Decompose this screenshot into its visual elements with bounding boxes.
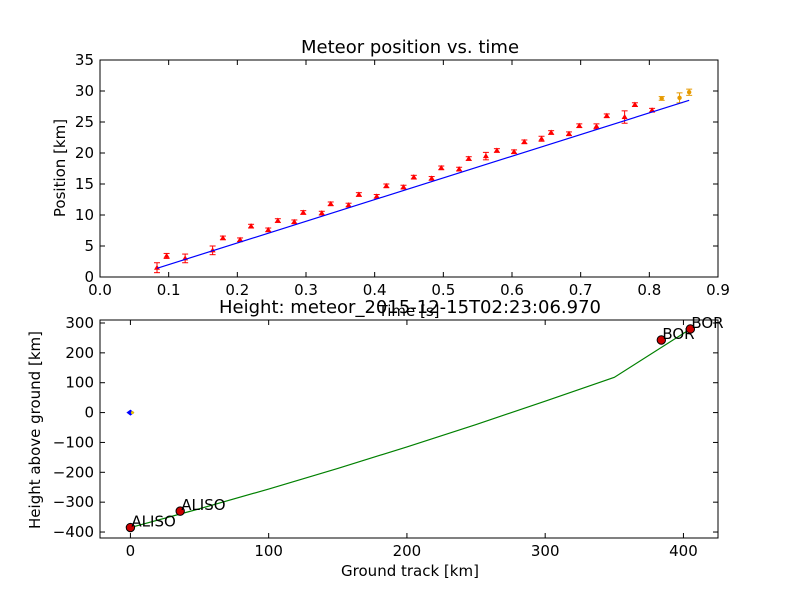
station-label: BOR <box>691 314 723 332</box>
station-marker <box>175 506 185 516</box>
x-axis-label: Ground track [km] <box>341 562 479 580</box>
data-point <box>355 191 362 197</box>
data-point <box>686 90 692 95</box>
x-tick-label: 0.1 <box>157 281 181 299</box>
station-marker <box>656 335 667 345</box>
data-point <box>274 217 281 223</box>
x-tick-label: 0.7 <box>569 281 593 299</box>
data-point <box>565 130 572 136</box>
x-tick-label: 300 <box>531 542 560 560</box>
station-marker <box>125 522 136 533</box>
position-vs-time-chart: Meteor position vs. time 0.0 0.1 0.2 0.3 0.4… <box>51 37 730 320</box>
data-point <box>373 193 380 199</box>
fit-line <box>156 99 690 269</box>
data-point <box>438 164 445 170</box>
y-tick-label: 100 <box>65 374 94 392</box>
data-point <box>410 174 417 180</box>
data-point <box>248 223 255 229</box>
y-tick-label: 20 <box>75 144 94 162</box>
data-point <box>163 252 170 258</box>
data-point <box>327 200 334 206</box>
data-point <box>383 182 390 188</box>
data-point <box>482 153 489 159</box>
station-label: ALISO <box>181 496 225 514</box>
origin-marker <box>130 411 134 415</box>
y-axis-label: Height above ground [km] <box>26 331 44 529</box>
data-point <box>538 135 545 141</box>
x-tick-label: 0.0 <box>88 281 112 299</box>
data-point <box>621 114 628 120</box>
plot-area: 0.0 0.1 0.2 0.3 0.4 0.5 0.6 0.7 0.8 0.9 0 5 10 15 20 25… <box>75 51 730 299</box>
x-tick-label: 0.6 <box>500 281 524 299</box>
data-point <box>318 210 325 216</box>
y-tick-label: 0 <box>84 404 94 422</box>
data-point <box>511 148 518 154</box>
plot-frame <box>99 319 719 539</box>
y-tick-label: −400 <box>53 523 94 541</box>
data-point <box>465 155 472 161</box>
plot-area: 0 100 200 300 400 300 200 100 0 −100 −200 −300 −400 A… <box>53 314 724 560</box>
data-point <box>548 129 555 135</box>
y-tick-label: −300 <box>53 493 94 511</box>
data-point <box>265 226 272 232</box>
x-tick-label: 0 <box>126 542 136 560</box>
data-point <box>300 209 307 215</box>
trajectory-line <box>130 328 691 529</box>
data-point <box>345 202 352 208</box>
y-tick-label: 200 <box>65 344 94 362</box>
data-point <box>521 138 528 144</box>
data-point <box>677 95 682 101</box>
chart-title: Height: meteor_2015-12-15T02:23:06.970 <box>219 297 601 318</box>
data-point <box>631 101 638 107</box>
y-tick-label: 300 <box>65 314 94 332</box>
x-tick-label: 100 <box>254 542 283 560</box>
x-tick-label: 0.5 <box>431 281 455 299</box>
data-point <box>603 112 610 118</box>
station-label: ALISO <box>131 513 175 531</box>
data-point <box>493 147 500 153</box>
y-tick-label: 30 <box>75 82 94 100</box>
x-tick-label: 0.9 <box>706 281 730 299</box>
data-point <box>659 96 664 101</box>
data-point <box>219 234 226 240</box>
y-axis-label: Position [km] <box>51 119 69 217</box>
height-vs-ground-track-chart: Height: meteor_2015-12-15T02:23:06.970 0… <box>26 297 724 580</box>
y-tick-label: 35 <box>75 51 94 69</box>
data-point <box>428 175 435 181</box>
y-tick-label: 10 <box>75 206 94 224</box>
data-point <box>237 236 244 242</box>
station-marker <box>685 324 696 334</box>
data-point <box>456 166 463 172</box>
y-tick-label: 25 <box>75 113 94 131</box>
data-point <box>291 218 298 224</box>
x-axis-label: Time [s] <box>378 302 440 320</box>
x-tick-label: 0.2 <box>225 281 249 299</box>
data-point <box>593 123 600 129</box>
x-tick-label: 200 <box>393 542 422 560</box>
x-tick-label: 0.8 <box>637 281 661 299</box>
y-tick-label: −100 <box>53 433 94 451</box>
x-tick-label: 0.4 <box>363 281 387 299</box>
x-tick-label: 400 <box>669 542 698 560</box>
y-tick-label: 5 <box>84 237 94 255</box>
y-tick-label: 0 <box>84 268 94 286</box>
y-tick-label: 15 <box>75 175 94 193</box>
plot-frame <box>99 59 719 278</box>
x-tick-label: 0.3 <box>294 281 318 299</box>
data-point <box>576 122 583 128</box>
data-point <box>400 184 407 190</box>
y-tick-label: −200 <box>53 463 94 481</box>
chart-title: Meteor position vs. time <box>301 37 519 58</box>
